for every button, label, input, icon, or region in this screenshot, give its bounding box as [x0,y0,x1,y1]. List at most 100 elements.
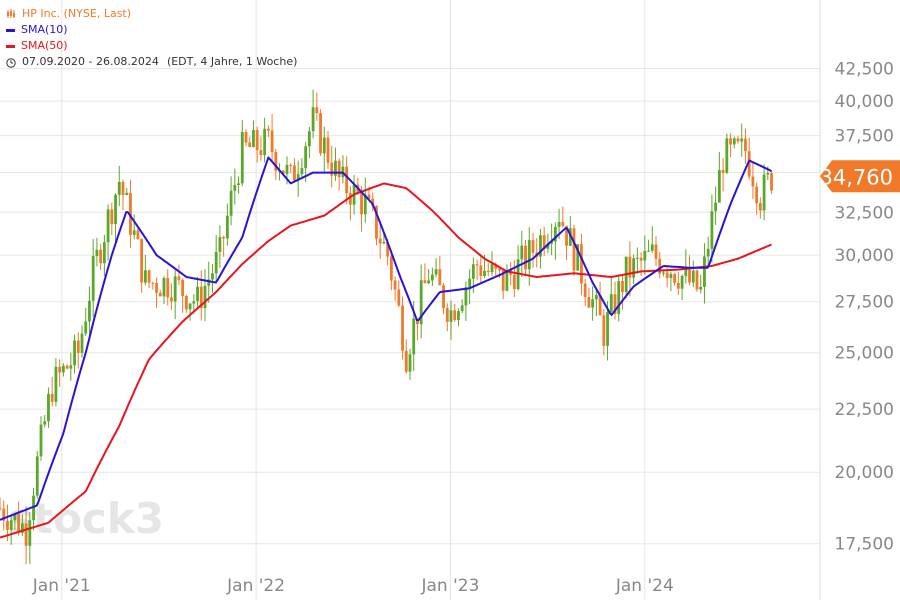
x-tick-label: Jan '22 [226,576,285,596]
candle-body [736,138,740,142]
candle-body [732,138,736,145]
candle-body [621,281,624,293]
candle-body [695,270,699,290]
candlestick-series [0,89,773,565]
candle-body [546,243,550,249]
candle-body [747,151,751,177]
candle-body [13,513,17,521]
candle-body [755,186,759,204]
legend-range-note: (EDT, 4 Jahre, 1 Woche) [166,55,298,68]
candle-body [192,301,196,304]
candle-body [628,256,632,278]
price-tag-shape [820,160,900,193]
candle-body [337,160,341,178]
candle-body [386,242,390,257]
candle-body [561,222,565,226]
candle-body [147,270,151,283]
x-tick-label: Jan '21 [32,576,91,596]
candle-body [662,272,665,274]
candle-body [740,138,744,142]
candle-body [143,270,147,283]
candle-body [207,279,211,286]
candle-body [580,244,583,284]
candle-body [412,318,416,355]
candle-body [375,206,378,239]
candle-body [602,315,606,346]
candle-body [73,340,76,366]
sma50-line-icon [6,44,15,48]
candle-body [117,181,121,195]
candle-body [266,128,270,131]
candle-body [348,193,352,205]
candle-body [382,242,386,244]
candle-body [177,276,181,280]
legend-sma50-label: SMA(50) [21,39,68,52]
candle-body [319,113,322,154]
candle-body [162,277,166,297]
candle-body [371,198,375,207]
candle-body [50,393,54,402]
candle-body [2,508,6,521]
candle-body [155,283,158,293]
candle-body [404,350,408,372]
candle-body [9,520,13,531]
candle-body [572,228,576,271]
sma10-line-icon [6,28,15,32]
candle-body [263,128,267,156]
candle-body [606,311,609,346]
candle-body [401,305,404,351]
candle-body [300,168,304,175]
candle-body [293,165,296,181]
candle-body [54,366,58,402]
candle-body [345,166,349,194]
candle-body [102,242,106,264]
candle-body [550,241,554,244]
candle-body [647,250,650,252]
legend-range-label: 07.09.2020 - 26.08.2024 [22,55,159,68]
candle-body [594,294,598,300]
candle-body [460,305,464,312]
candle-body [136,230,140,240]
candle-body [576,244,580,271]
candle-body [520,245,524,260]
candle-body [494,264,498,269]
candle-body [483,270,486,276]
legend-sma10: SMA(10) [6,22,297,38]
candle-body [47,393,50,422]
candle-body [17,513,21,533]
candle-body [751,176,755,187]
candle-body [237,183,240,185]
candle-body [151,282,155,284]
last-price-tag: 34,760 [820,160,900,193]
candle-body [539,235,542,257]
candle-body [35,456,39,496]
candle-body [688,266,691,283]
candle-body [464,287,468,306]
candle-body [114,194,117,225]
sma50-line [0,182,772,539]
candle-body [397,289,401,306]
candle-body [91,256,95,301]
candle-body [434,269,438,275]
candle-body [442,285,445,309]
candle-body [430,274,434,281]
candle-body [225,215,229,239]
candle-body [240,132,244,184]
y-tick-label: 20,000 [835,463,894,483]
candle-body [125,192,129,195]
candle-body [389,256,393,281]
candle-body [341,166,345,178]
candle-body [184,295,188,310]
candle-body [334,160,337,176]
candle-body [505,270,509,291]
candle-body [95,249,99,257]
candle-body [39,424,43,457]
candle-body [20,523,24,533]
candle-body [613,294,617,315]
candle-body [252,130,255,147]
sma-lines [0,156,772,539]
candle-body [583,283,587,298]
sma10-line [0,156,772,521]
candle-body [106,209,110,243]
candle-body [285,164,289,174]
